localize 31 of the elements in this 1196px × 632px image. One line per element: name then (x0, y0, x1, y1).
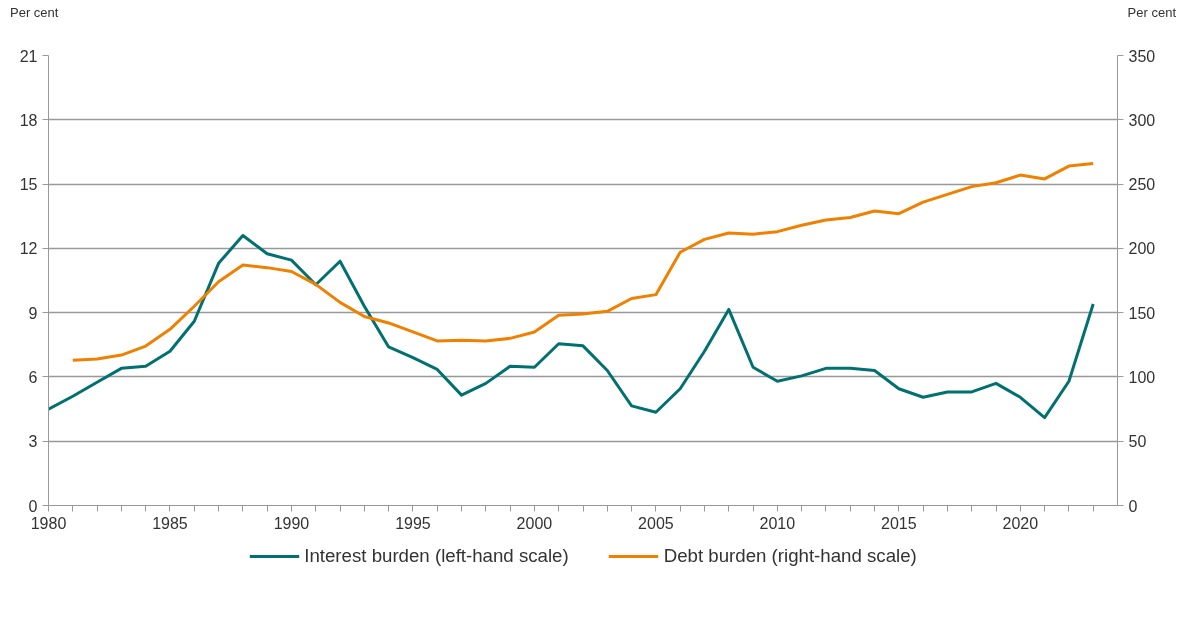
x-tick-label: 1985 (152, 514, 188, 532)
y-axis-title: Per cent (10, 4, 59, 22)
legend-label: Interest burden (left-hand scale) (304, 545, 569, 567)
y-tick-label: 18 (19, 111, 38, 129)
y2-tick-label: 300 (1128, 111, 1156, 129)
y2-tick-label: 100 (1128, 368, 1156, 386)
x-tick-label: 1990 (273, 514, 310, 532)
x-tick-label: 2010 (759, 514, 796, 532)
x-tick-label: 2005 (638, 514, 674, 532)
x-tick-label: 1995 (395, 514, 431, 532)
y-tick-label: 6 (28, 368, 38, 386)
y-tick-label: 3 (28, 433, 38, 451)
y-tick-label: 9 (28, 304, 38, 322)
x-tick-label: 2000 (516, 514, 553, 532)
x-tick-label: 2015 (881, 514, 917, 532)
legend-label: Debt burden (right-hand scale) (663, 545, 917, 567)
y-tick-label: 21 (19, 47, 38, 65)
y2-tick-label: 350 (1128, 47, 1156, 65)
x-tick-label: 2020 (1002, 514, 1039, 532)
line-series (48, 234, 1095, 420)
y2-tick-label: 200 (1128, 240, 1156, 258)
x-tick-label: 1980 (30, 514, 67, 532)
line-series (71, 162, 1095, 362)
y2-tick-label: 250 (1128, 176, 1156, 194)
y-tick-label: 15 (19, 176, 38, 194)
y-tick-label: 0 (28, 497, 38, 515)
y2-tick-label: 0 (1128, 497, 1138, 515)
y2-tick-label: 150 (1128, 304, 1156, 322)
y-tick-label: 12 (19, 240, 38, 258)
y2-axis-title: Per cent (1127, 4, 1176, 22)
y2-tick-label: 50 (1128, 433, 1147, 451)
